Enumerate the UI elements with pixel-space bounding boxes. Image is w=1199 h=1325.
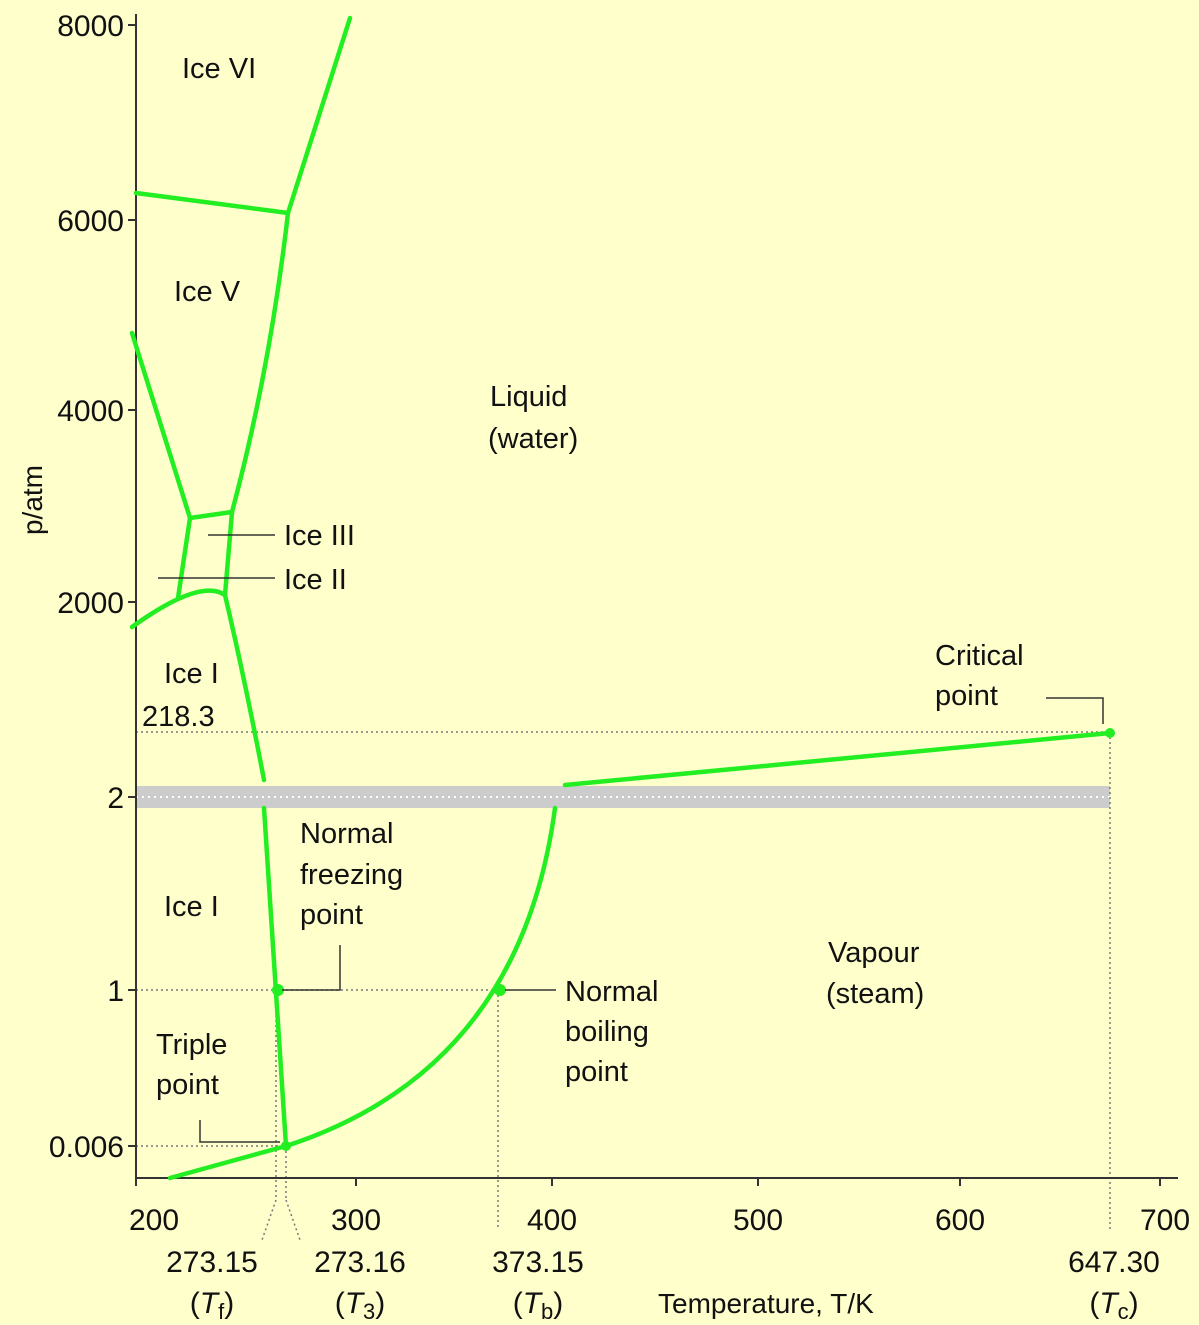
ice-i-ice-ii-boundary — [129, 588, 228, 630]
label-ice-v: Ice V — [174, 276, 241, 308]
freezing-point-marker — [272, 984, 284, 996]
label-218-3: 218.3 — [142, 701, 215, 733]
label-boiling-line2: boiling — [565, 1016, 649, 1048]
label-t3-symbol: (T3) — [335, 1287, 386, 1324]
ice-i-liquid-lower — [261, 805, 289, 1149]
x-tick-label-300: 300 — [331, 1204, 381, 1237]
label-freezing-line2: freezing — [300, 859, 403, 891]
ice-i-vapour-boundary — [167, 1143, 289, 1181]
label-liquid-line1: Liquid — [490, 381, 567, 413]
leader-triple — [199, 1120, 280, 1143]
x-tick-label-600: 600 — [935, 1204, 985, 1237]
ice-vi-liquid-boundary — [285, 15, 353, 216]
y-tick-label-4000: 4000 — [57, 395, 124, 428]
region-labels: Ice VI Ice V Liquid (water) Ice III Ice … — [142, 53, 924, 1010]
label-tc-symbol: (Tc) — [1089, 1287, 1138, 1324]
label-ice-vi: Ice VI — [182, 53, 256, 85]
y-tick-label-2: 2 — [107, 782, 124, 815]
label-tb-value: 373.15 — [492, 1246, 584, 1279]
x-tick-label-500: 500 — [733, 1204, 783, 1237]
marked-points — [272, 728, 1115, 1151]
ice-ii-ice-iii-top — [187, 509, 235, 521]
label-liquid-line2: (water) — [488, 423, 578, 455]
y-tick-label-2000: 2000 — [57, 587, 124, 620]
y-tick-label-1: 1 — [107, 975, 124, 1008]
temperature-label-leaders — [261, 1199, 301, 1241]
x-tick-labels: 200 300 400 500 600 700 — [129, 1204, 1190, 1237]
label-ice-iii: Ice III — [284, 520, 355, 552]
ice-v-ice-vi-boundary — [133, 190, 291, 216]
label-tc-value: 647.30 — [1068, 1246, 1160, 1279]
phase-boundaries — [129, 15, 1113, 1181]
label-critical-line1: Critical — [935, 640, 1024, 672]
special-temperature-labels: 273.15 (Tf) 273.16 (T3) 373.15 (Tb) 647.… — [166, 1246, 1160, 1324]
triple-point-marker — [281, 1141, 291, 1151]
y-tick-label-8000: 8000 — [57, 10, 124, 43]
y-tick-label-0006: 0.006 — [49, 1131, 124, 1164]
ice-v-liquid-boundary — [229, 210, 291, 515]
label-freezing-line3: point — [300, 899, 363, 931]
leader-tf — [261, 1199, 277, 1241]
liquid-vapour-lower — [283, 805, 558, 1149]
label-triple-line1: Triple — [156, 1029, 227, 1061]
label-tb-symbol: (Tb) — [513, 1287, 564, 1324]
label-boiling-line3: point — [565, 1056, 628, 1088]
ice-iii-liquid-boundary — [222, 509, 235, 598]
label-ice-ii: Ice II — [284, 564, 347, 596]
x-tick-label-400: 400 — [527, 1204, 577, 1237]
boiling-point-marker — [494, 984, 506, 996]
label-freezing-line1: Normal — [300, 818, 393, 850]
x-tick-label-200: 200 — [129, 1204, 179, 1237]
annotation-labels: Critical point Normal freezing point Nor… — [156, 640, 1024, 1101]
label-vapour-line1: Vapour — [828, 937, 920, 969]
axes — [128, 14, 1178, 1186]
ice-i-liquid-upper — [222, 592, 267, 783]
y-tick-label-6000: 6000 — [57, 205, 124, 238]
label-tf-symbol: (Tf) — [190, 1287, 234, 1324]
label-boiling-line1: Normal — [565, 976, 658, 1008]
leader-lines — [158, 534, 1104, 1143]
leader-freezing — [282, 945, 341, 991]
x-tick-label-700: 700 — [1140, 1204, 1190, 1237]
leader-critical — [1046, 697, 1104, 724]
liquid-vapour-upper — [562, 730, 1113, 788]
critical-point-marker — [1105, 728, 1115, 738]
ice-ii-ice-v-boundary — [129, 330, 193, 521]
label-vapour-line2: (steam) — [826, 978, 924, 1010]
label-t3-value: 273.16 — [314, 1246, 406, 1279]
label-ice-i-upper: Ice I — [164, 658, 219, 690]
ice-ii-ice-iii-left — [175, 515, 193, 601]
label-critical-line2: point — [935, 680, 998, 712]
label-tf-value: 273.15 — [166, 1246, 258, 1279]
x-axis-title: Temperature, T/K — [658, 1288, 874, 1319]
label-triple-line2: point — [156, 1069, 219, 1101]
label-ice-i-lower: Ice I — [164, 891, 219, 923]
y-tick-labels: 8000 6000 4000 2000 2 1 0.006 — [49, 10, 124, 1164]
leader-t3 — [285, 1199, 301, 1241]
y-axis-title: p/atm — [17, 465, 48, 535]
